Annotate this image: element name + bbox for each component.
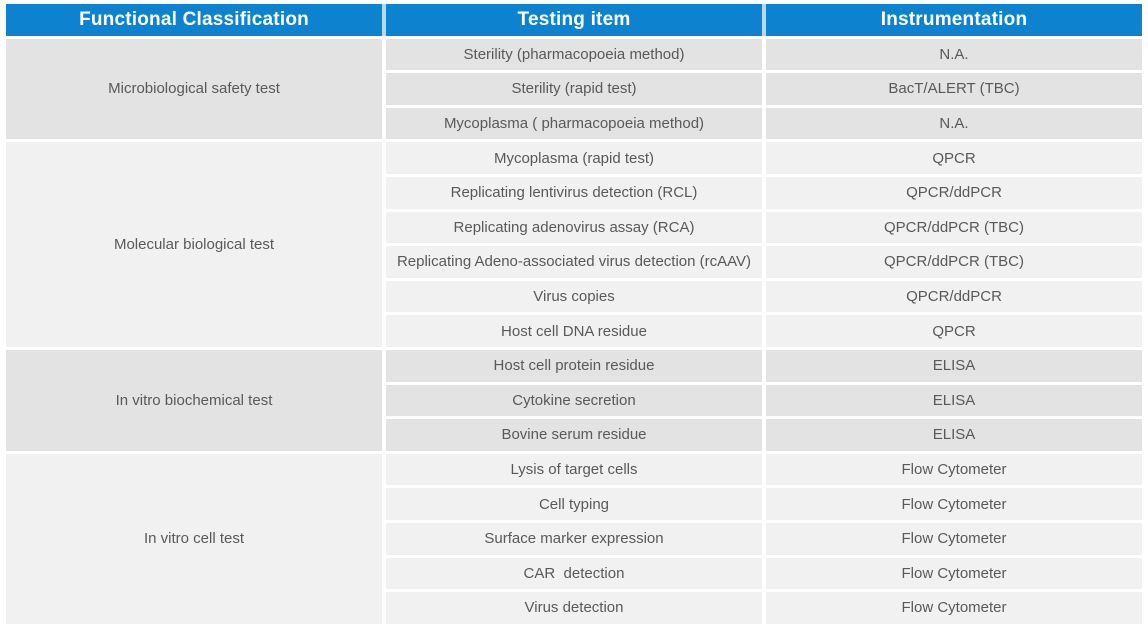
testing-item-cell: Mycoplasma (rapid test) bbox=[386, 142, 762, 174]
col-header-functional-classification: Functional Classification bbox=[6, 4, 382, 36]
col-header-instrumentation: Instrumentation bbox=[766, 4, 1142, 36]
testing-item-cell: CAR detection bbox=[386, 557, 762, 590]
classification-cell-in-vitro-biochemical-test: In vitro biochemical test bbox=[6, 349, 382, 451]
instrumentation-cell: QPCR/ddPCR (TBC) bbox=[766, 246, 1142, 278]
instrumentation-cell: QPCR/ddPCR (TBC) bbox=[766, 211, 1142, 244]
instrumentation-cell: Flow Cytometer bbox=[766, 488, 1142, 520]
instrumentation-cell: QPCR/ddPCR bbox=[766, 176, 1142, 209]
instrumentation-cell: N.A. bbox=[766, 107, 1142, 140]
instrumentation-cell: Flow Cytometer bbox=[766, 592, 1142, 624]
testing-item-cell: Bovine serum residue bbox=[386, 419, 762, 451]
instrumentation-cell: BacT/ALERT (TBC) bbox=[766, 73, 1142, 105]
classification-cell-in-vitro-cell-test: In vitro cell test bbox=[6, 453, 382, 624]
testing-item-cell: Virus copies bbox=[386, 280, 762, 313]
testing-item-cell: Replicating Adeno-associated virus detec… bbox=[386, 246, 762, 278]
testing-item-cell: Surface marker expression bbox=[386, 522, 762, 555]
instrumentation-cell: ELISA bbox=[766, 384, 1142, 417]
testing-item-cell: Sterility (pharmacopoeia method) bbox=[386, 38, 762, 71]
col-header-testing-item: Testing item bbox=[386, 4, 762, 36]
testing-item-cell: Mycoplasma ( pharmacopoeia method) bbox=[386, 107, 762, 140]
instrumentation-cell: QPCR/ddPCR bbox=[766, 280, 1142, 313]
testing-item-cell: Cell typing bbox=[386, 488, 762, 520]
testing-item-cell: Replicating lentivirus detection (RCL) bbox=[386, 176, 762, 209]
testing-item-cell: Virus detection bbox=[386, 592, 762, 624]
instrumentation-cell: N.A. bbox=[766, 38, 1142, 71]
instrumentation-cell: QPCR bbox=[766, 315, 1142, 347]
instrumentation-cell: ELISA bbox=[766, 349, 1142, 382]
instrumentation-cell: Flow Cytometer bbox=[766, 557, 1142, 590]
instrumentation-cell: Flow Cytometer bbox=[766, 522, 1142, 555]
instrumentation-cell: Flow Cytometer bbox=[766, 453, 1142, 486]
testing-item-cell: Host cell protein residue bbox=[386, 349, 762, 382]
testing-item-cell: Host cell DNA residue bbox=[386, 315, 762, 347]
testing-item-cell: Cytokine secretion bbox=[386, 384, 762, 417]
instrumentation-cell: QPCR bbox=[766, 142, 1142, 174]
testing-item-cell: Lysis of target cells bbox=[386, 453, 762, 486]
classification-cell-molecular-biological-test: Molecular biological test bbox=[6, 142, 382, 347]
testing-item-cell: Sterility (rapid test) bbox=[386, 73, 762, 105]
testing-table: Functional Classification Testing item I… bbox=[6, 4, 1142, 624]
testing-item-cell: Replicating adenovirus assay (RCA) bbox=[386, 211, 762, 244]
instrumentation-cell: ELISA bbox=[766, 419, 1142, 451]
classification-cell-microbiological-safety-test: Microbiological safety test bbox=[6, 38, 382, 140]
